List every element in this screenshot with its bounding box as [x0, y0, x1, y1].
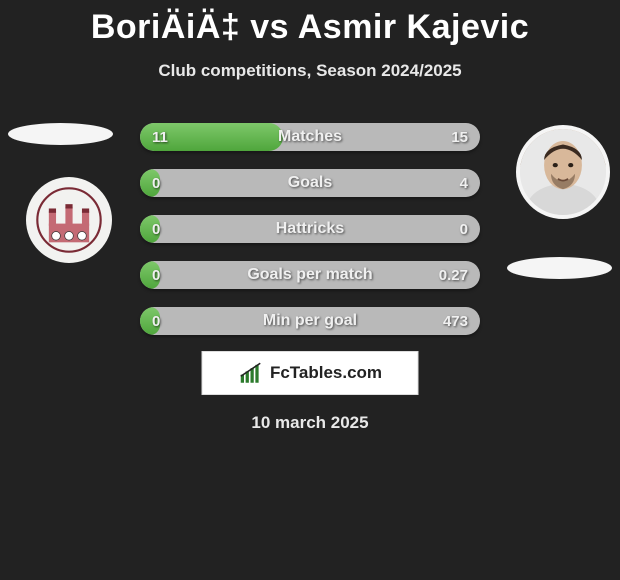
comparison-card: BoriÄiÄ‡ vs Asmir Kajevic Club competiti…	[0, 0, 620, 580]
stat-row: 04Goals	[140, 169, 480, 197]
stat-row: 0473Min per goal	[140, 307, 480, 335]
stat-row: 00.27Goals per match	[140, 261, 480, 289]
stat-bars: 1115Matches 04Goals 00Hattricks 00.27Goals …	[140, 123, 480, 353]
stat-row: 00Hattricks	[140, 215, 480, 243]
stat-label: Goals per match	[140, 261, 480, 289]
player-photo-right	[516, 125, 610, 219]
castle-badge-icon	[33, 184, 105, 256]
avatar-placeholder-left	[8, 123, 113, 145]
avatar-placeholder-right	[507, 257, 612, 279]
subtitle: Club competitions, Season 2024/2025	[0, 61, 620, 81]
page-title: BoriÄiÄ‡ vs Asmir Kajevic	[0, 0, 620, 47]
stat-label: Goals	[140, 169, 480, 197]
stat-row: 1115Matches	[140, 123, 480, 151]
stat-label: Matches	[140, 123, 480, 151]
stat-label: Hattricks	[140, 215, 480, 243]
fctables-logo-box[interactable]: FcTables.com	[202, 351, 419, 395]
comparison-date: 10 march 2025	[0, 413, 620, 433]
fctables-chart-icon	[238, 360, 264, 386]
stat-label: Min per goal	[140, 307, 480, 335]
fctables-logo-text: FcTables.com	[270, 363, 382, 383]
club-badge-left	[26, 177, 112, 263]
